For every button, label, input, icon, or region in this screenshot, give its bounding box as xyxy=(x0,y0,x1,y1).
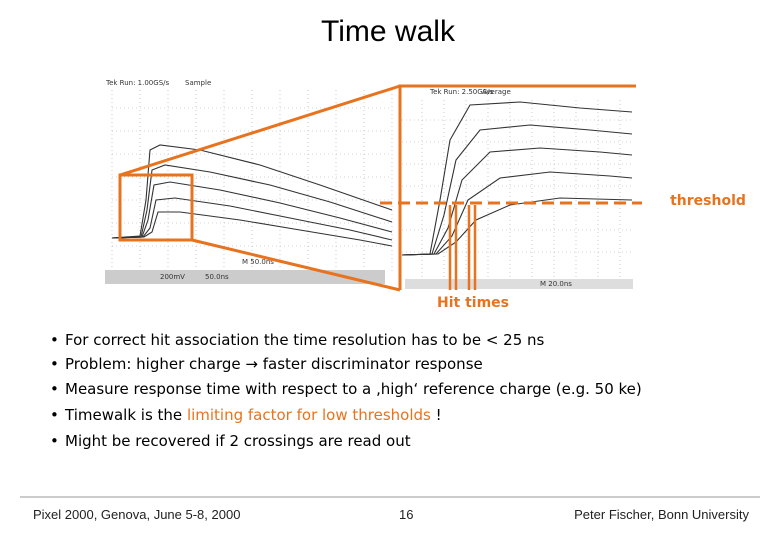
scope-label: M 20.0ns xyxy=(540,280,572,288)
threshold-label: threshold xyxy=(670,193,746,209)
slide-title: Time walk xyxy=(321,15,456,48)
highlight: limiting factor for low thresholds xyxy=(186,406,431,424)
text-run: Timewalk is the xyxy=(65,406,187,424)
footer-right: Peter Fischer, Bonn University xyxy=(574,507,749,522)
scope-label: 200mV xyxy=(160,273,185,281)
scope-label: Tek Run: 2.50GS/s xyxy=(429,88,493,96)
bullet-text: For correct hit association the time res… xyxy=(65,331,545,349)
scope-left: Tek Run: 1.00GS/s Sample 200mV 50.0ns M … xyxy=(100,75,395,285)
scope-label: Sample xyxy=(185,79,211,87)
page-number: 16 xyxy=(399,507,414,522)
hit-times-label: Hit times xyxy=(437,295,509,311)
scope-label: 50.0ns xyxy=(205,273,229,281)
bullet-text: Measure response time with respect to a … xyxy=(65,380,642,398)
scope-label: Tek Run: 1.00GS/s xyxy=(105,79,169,87)
bullet-text: Might be recovered if 2 crossings are re… xyxy=(65,432,411,450)
footer-left: Pixel 2000, Genova, June 5-8, 2000 xyxy=(33,507,241,522)
text-run: ! xyxy=(430,406,442,424)
bullet-text: Problem: higher charge → faster discrimi… xyxy=(65,355,483,373)
scope-label: M 50.0ns xyxy=(242,258,274,266)
scope-label: Average xyxy=(482,88,511,96)
bullet-text: Timewalk is the limiting factor for low … xyxy=(65,406,442,424)
hit-time-lines xyxy=(448,205,477,290)
zoom-marker xyxy=(118,84,636,292)
scope-right: Tek Run: 2.50GS/s Average M 20.0ns xyxy=(400,85,635,290)
